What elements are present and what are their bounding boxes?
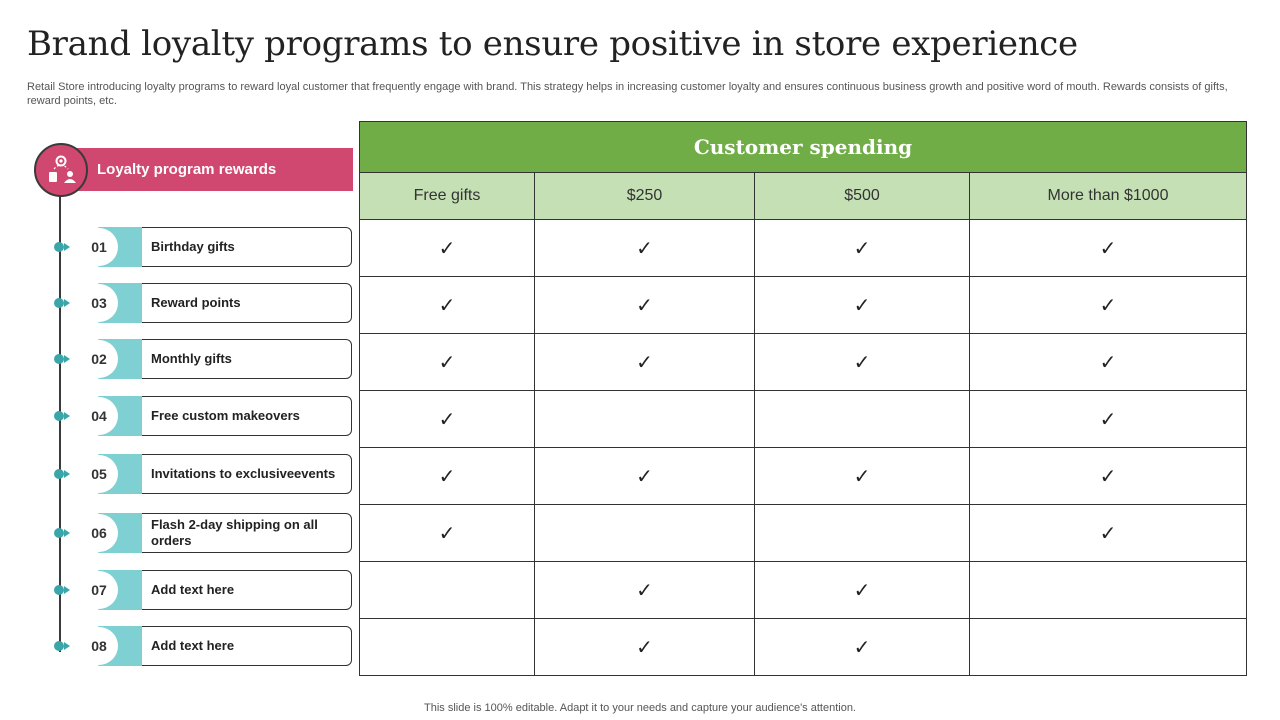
checkmark-icon: ✓ — [534, 447, 755, 505]
timeline-dot — [54, 641, 64, 651]
reward-label: Free custom makeovers — [151, 408, 300, 423]
checkmark-icon: ✓ — [359, 447, 535, 505]
checkmark-icon: ✓ — [359, 276, 535, 334]
reward-number: 01 — [80, 228, 118, 266]
reward-number: 08 — [80, 627, 118, 665]
empty-cell — [969, 561, 1247, 619]
reward-item: 05 Invitations to exclusiveevents — [0, 454, 360, 498]
checkmark-icon: ✓ — [359, 219, 535, 277]
reward-label: Birthday gifts — [151, 239, 235, 254]
empty-cell — [969, 618, 1247, 676]
loyalty-network-icon — [34, 143, 88, 197]
table-row: ✓ ✓ — [359, 561, 1247, 619]
empty-cell — [359, 561, 535, 619]
arrow-right-icon — [64, 355, 70, 363]
table-row: ✓ ✓ ✓ ✓ — [359, 447, 1247, 505]
checkmark-icon: ✓ — [754, 561, 970, 619]
column-header: Free gifts — [359, 172, 535, 220]
empty-cell — [534, 390, 755, 448]
reward-number: 02 — [80, 340, 118, 378]
rewards-header-label: Loyalty program rewards — [97, 161, 277, 178]
table-row: ✓ ✓ — [359, 390, 1247, 448]
checkmark-icon: ✓ — [754, 276, 970, 334]
checkmark-icon: ✓ — [359, 504, 535, 562]
reward-label: Add text here — [151, 638, 235, 653]
reward-number: 05 — [80, 455, 118, 493]
empty-cell — [754, 390, 970, 448]
timeline-dot — [54, 411, 64, 421]
reward-item: 07 Add text here — [0, 570, 360, 614]
checkmark-icon: ✓ — [754, 618, 970, 676]
table-row: ✓ ✓ ✓ ✓ — [359, 219, 1247, 277]
page-subtitle: Retail Store introducing loyalty program… — [27, 81, 1228, 107]
checkmark-icon: ✓ — [754, 447, 970, 505]
checkmark-icon: ✓ — [969, 219, 1247, 277]
table-row: ✓ ✓ — [359, 504, 1247, 562]
timeline-dot — [54, 585, 64, 595]
table-row: ✓ ✓ — [359, 618, 1247, 676]
column-header: $250 — [534, 172, 755, 220]
reward-label: Reward points — [151, 295, 241, 310]
timeline-spine — [59, 190, 61, 652]
reward-label: Add text here — [151, 582, 235, 597]
arrow-right-icon — [64, 470, 70, 478]
arrow-right-icon — [64, 642, 70, 650]
checkmark-icon: ✓ — [969, 447, 1247, 505]
checkmark-icon: ✓ — [534, 618, 755, 676]
checkmark-icon: ✓ — [969, 504, 1247, 562]
reward-item: 02 Monthly gifts — [0, 339, 360, 383]
reward-label: Monthly gifts — [151, 351, 232, 366]
empty-cell — [534, 504, 755, 562]
arrow-right-icon — [64, 243, 70, 251]
reward-number: 07 — [80, 571, 118, 609]
reward-number: 04 — [80, 397, 118, 435]
reward-item: 08 Add text here — [0, 626, 360, 670]
reward-item: 04 Free custom makeovers — [0, 396, 360, 440]
reward-number: 06 — [80, 514, 118, 552]
checkmark-icon: ✓ — [969, 276, 1247, 334]
checkmark-icon: ✓ — [534, 219, 755, 277]
checkmark-icon: ✓ — [969, 390, 1247, 448]
checkmark-icon: ✓ — [534, 276, 755, 334]
arrow-right-icon — [64, 529, 70, 537]
arrow-right-icon — [64, 299, 70, 307]
timeline-dot — [54, 298, 64, 308]
checkmark-icon: ✓ — [754, 333, 970, 391]
customer-spending-table: Customer spending Free gifts $250 $500 More… — [359, 121, 1247, 676]
checkmark-icon: ✓ — [359, 333, 535, 391]
arrow-right-icon — [64, 586, 70, 594]
timeline-dot — [54, 242, 64, 252]
table-row: ✓ ✓ ✓ ✓ — [359, 276, 1247, 334]
table-title: Customer spending — [359, 121, 1247, 173]
page-title: Brand loyalty programs to ensure positiv… — [27, 24, 1078, 64]
checkmark-icon: ✓ — [754, 219, 970, 277]
checkmark-icon: ✓ — [534, 333, 755, 391]
checkmark-icon: ✓ — [534, 561, 755, 619]
checkmark-icon: ✓ — [359, 390, 535, 448]
timeline-dot — [54, 354, 64, 364]
reward-item: 03 Reward points — [0, 283, 360, 327]
timeline-dot — [54, 528, 64, 538]
footer-note: This slide is 100% editable. Adapt it to… — [424, 702, 856, 714]
checkmark-icon: ✓ — [969, 333, 1247, 391]
reward-item: 06 Flash 2-day shipping on all orders — [0, 513, 360, 557]
rewards-header-bar — [60, 148, 353, 191]
column-header: More than $1000 — [969, 172, 1247, 220]
table-row: ✓ ✓ ✓ ✓ — [359, 333, 1247, 391]
reward-label: Invitations to exclusiveevents — [151, 466, 336, 481]
reward-label: Flash 2-day shipping on all orders — [151, 517, 318, 548]
reward-item: 01 Birthday gifts — [0, 227, 360, 271]
timeline-dot — [54, 469, 64, 479]
arrow-right-icon — [64, 412, 70, 420]
reward-number: 03 — [80, 284, 118, 322]
column-header: $500 — [754, 172, 970, 220]
empty-cell — [359, 618, 535, 676]
empty-cell — [754, 504, 970, 562]
